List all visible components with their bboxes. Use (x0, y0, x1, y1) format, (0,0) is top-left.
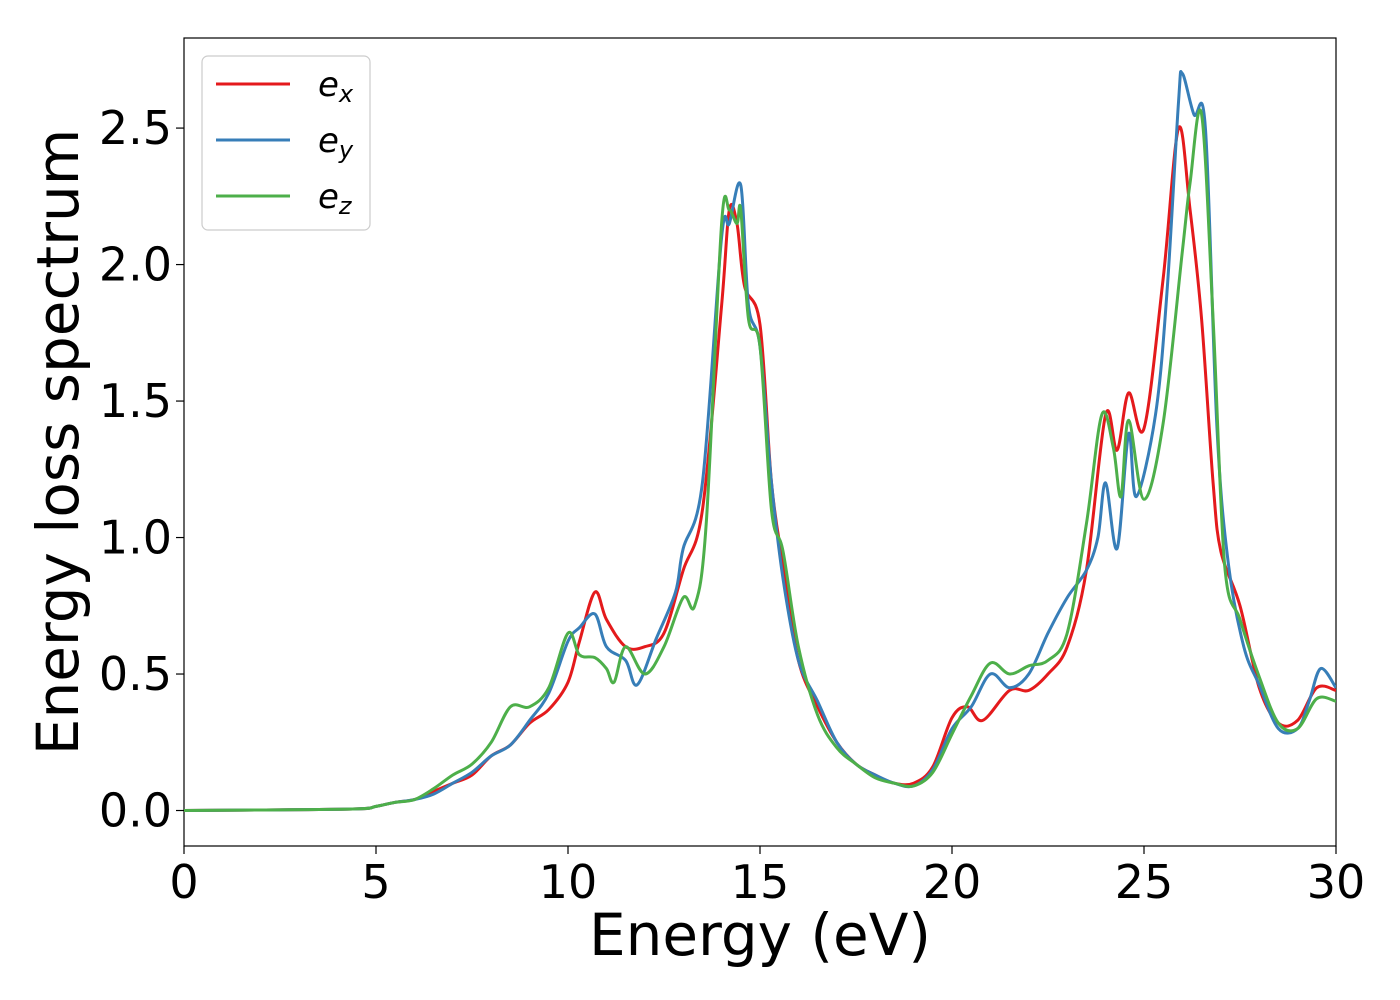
x-tick-label: 25 (1115, 855, 1174, 909)
x-axis-title: Energy (eV) (589, 901, 931, 969)
x-tick-label: 15 (731, 855, 790, 909)
y-axis: 0.0 0.5 1.0 1.5 2.0 2.5 (99, 101, 184, 838)
x-tick-label: 5 (361, 855, 390, 909)
x-axis: 0 5 10 15 20 25 30 (169, 846, 1365, 909)
legend-box (201, 55, 371, 231)
legend: ex ey ez (201, 55, 371, 231)
legend-label-z: ez (318, 177, 353, 220)
y-axis-title: Energy loss spectrum (24, 129, 92, 755)
y-tick-label: 1.0 (99, 511, 172, 565)
x-tick-label: 0 (169, 855, 198, 909)
x-tick-label: 10 (539, 855, 598, 909)
x-tick-label: 20 (923, 855, 982, 909)
series-layer (184, 70, 1336, 812)
y-tick-label: 2.0 (99, 238, 172, 292)
series-line-z (184, 108, 1336, 812)
legend-label-y: ey (318, 121, 354, 164)
y-tick-label: 2.5 (99, 101, 172, 155)
y-tick-label: 0.5 (99, 647, 172, 701)
y-tick-label: 1.5 (99, 374, 172, 428)
legend-label-x: ex (318, 65, 354, 108)
y-tick-label: 0.0 (99, 784, 172, 838)
x-tick-label: 30 (1307, 855, 1366, 909)
